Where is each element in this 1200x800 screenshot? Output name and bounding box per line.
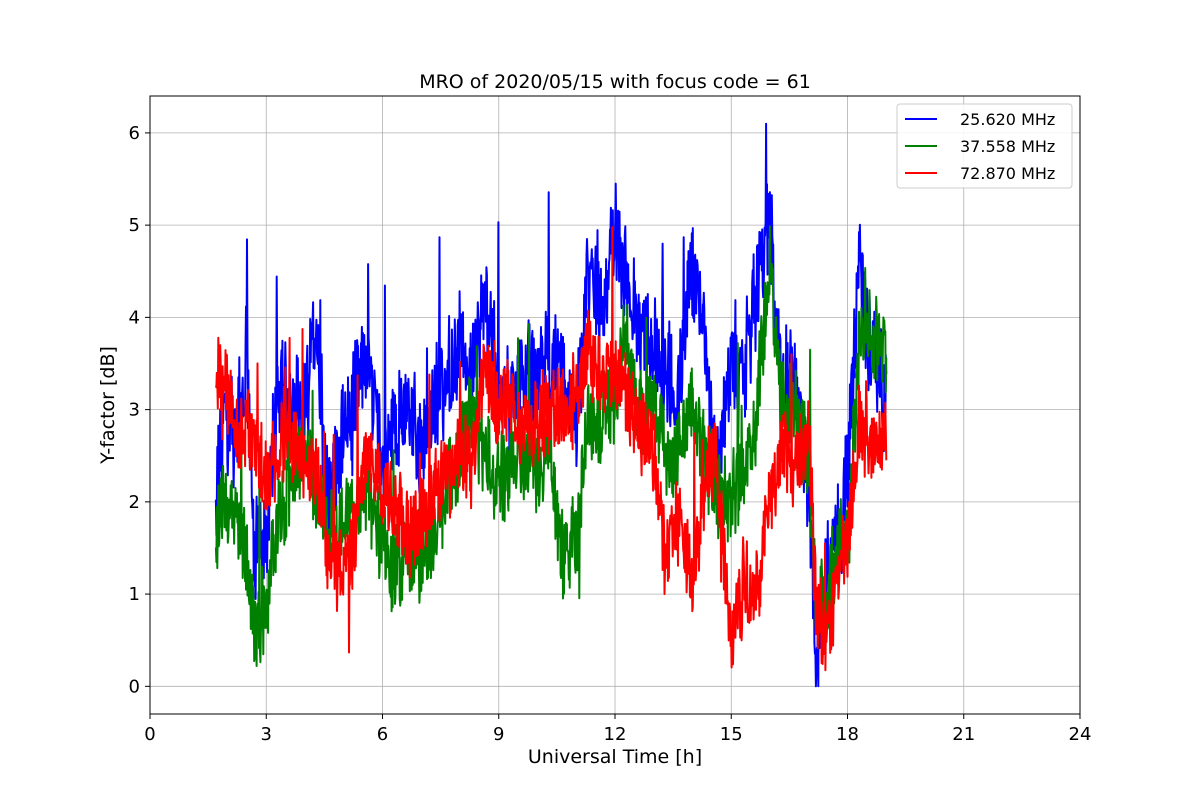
x-tick-label: 0 — [144, 724, 155, 745]
y-tick-label: 5 — [129, 215, 140, 236]
y-tick-label: 0 — [129, 676, 140, 697]
x-axis-label: Universal Time [h] — [528, 746, 702, 768]
y-tick-label: 2 — [129, 492, 140, 513]
legend-frame — [896, 103, 1073, 189]
series-layer — [214, 122, 888, 688]
x-tick-label: 15 — [720, 724, 743, 745]
legend: 25.620 MHz 37.558 MHz 72.870 MHz — [896, 103, 1073, 189]
y-tick-label: 4 — [129, 307, 140, 328]
x-tick-label: 6 — [377, 724, 388, 745]
x-tick-label: 3 — [261, 724, 272, 745]
x-tick-label: 12 — [604, 724, 627, 745]
y-axis-ticks: 0 1 2 3 4 5 6 — [129, 123, 150, 697]
legend-label-1: 25.620 MHz — [960, 110, 1055, 129]
x-tick-label: 18 — [836, 724, 859, 745]
x-axis-ticks: 0 3 6 9 12 15 18 21 24 — [144, 714, 1091, 745]
x-tick-label: 24 — [1069, 724, 1092, 745]
legend-label-3: 72.870 MHz — [960, 164, 1055, 183]
series-line-3 — [214, 226, 888, 672]
x-tick-label: 21 — [952, 724, 975, 745]
y-tick-label: 6 — [129, 123, 140, 144]
y-tick-label: 1 — [129, 584, 140, 605]
y-axis-label: Y-factor [dB] — [97, 346, 119, 465]
chart-title: MRO of 2020/05/15 with focus code = 61 — [419, 71, 811, 93]
y-tick-label: 3 — [129, 400, 140, 421]
legend-label-2: 37.558 MHz — [960, 137, 1055, 156]
x-tick-label: 9 — [493, 724, 504, 745]
